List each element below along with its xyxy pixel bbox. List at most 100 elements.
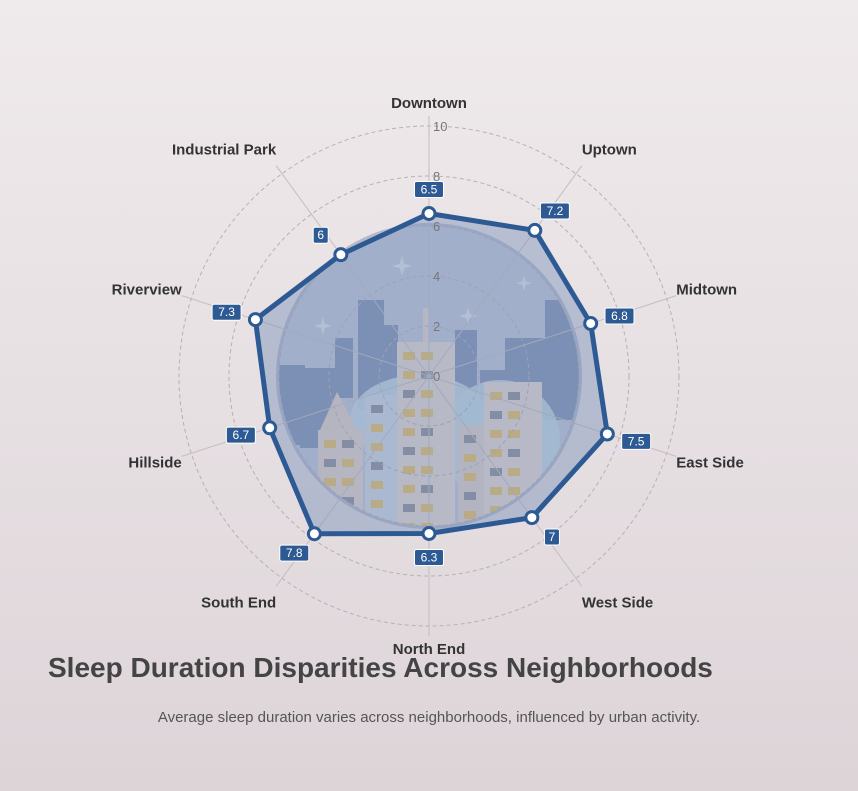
data-point-downtown: [421, 206, 437, 221]
window: [403, 352, 415, 360]
star-icon: [314, 317, 332, 335]
axis-label-south-end: South End: [201, 595, 276, 612]
window: [403, 466, 415, 474]
tick-label-0: 0: [433, 369, 440, 384]
value-label-downtown: 6.5: [414, 181, 444, 198]
axis-label-industrial-park: Industrial Park: [172, 141, 277, 158]
data-point-uptown: [527, 222, 543, 238]
value-text: 7.2: [547, 204, 564, 218]
chart-title: Sleep Duration Disparities Across Neighb…: [48, 652, 713, 683]
window: [342, 459, 354, 467]
window: [421, 447, 433, 455]
window: [421, 390, 433, 398]
data-point-industrial-park: [333, 247, 349, 263]
window: [324, 440, 336, 448]
value-text: 6.8: [611, 309, 628, 323]
window: [508, 392, 520, 400]
value-text: 7.8: [286, 546, 303, 560]
value-badge: [279, 544, 310, 562]
window: [403, 428, 415, 436]
value-label-west-side: 7: [543, 528, 560, 546]
spoke-9: [275, 165, 430, 377]
spoke-1: [428, 165, 583, 377]
window: [421, 409, 433, 417]
window: [342, 478, 354, 486]
star-icon: [392, 256, 412, 276]
window: [371, 481, 383, 489]
window: [403, 504, 415, 512]
series-layer: [247, 206, 615, 542]
axis-label-uptown: Uptown: [582, 141, 637, 158]
window: [490, 411, 502, 419]
value-text: 7: [549, 530, 556, 544]
window: [371, 500, 383, 508]
data-point-south-end: [306, 526, 322, 542]
window: [508, 487, 520, 495]
radar-grid: [178, 116, 680, 636]
data-point-west-side: [524, 510, 540, 526]
window: [490, 430, 502, 438]
window: [464, 454, 476, 462]
value-text: 6: [317, 228, 324, 242]
skyline-building-5: [455, 330, 477, 400]
spoke-2: [428, 295, 677, 377]
window: [342, 497, 354, 505]
chart-subtitle: Average sleep duration varies across nei…: [157, 709, 701, 726]
window: [371, 462, 383, 470]
value-label-south-end: 7.8: [279, 544, 310, 562]
tick-label-10: 10: [433, 119, 447, 134]
window: [508, 449, 520, 457]
spoke-7: [181, 375, 430, 457]
window: [403, 485, 415, 493]
axis-label-downtown: Downtown: [391, 95, 467, 112]
window: [421, 504, 433, 512]
value-text: 7.5: [628, 434, 645, 448]
window: [464, 492, 476, 500]
value-label-north-end: 6.3: [414, 549, 444, 566]
window: [490, 468, 502, 476]
skyline-building-2: [335, 338, 353, 398]
window: [403, 390, 415, 398]
axis-label-riverview: Riverview: [112, 281, 182, 298]
window: [403, 409, 415, 417]
axis-label-north-end: North End: [393, 641, 466, 658]
window: [490, 392, 502, 400]
value-label-uptown: 7.2: [539, 202, 570, 220]
tick-label-8: 8: [433, 169, 440, 184]
axis-label-east-side: East Side: [676, 455, 744, 472]
window: [421, 428, 433, 436]
window: [464, 511, 476, 519]
antenna: [423, 308, 429, 348]
star-icon: [459, 307, 477, 325]
value-badge: [543, 528, 560, 546]
value-label-hillside: 6.7: [225, 426, 256, 444]
window: [490, 449, 502, 457]
city-skyline-illustration: [276, 223, 582, 529]
window: [464, 435, 476, 443]
series-area: [255, 213, 608, 534]
value-label-riverview: 7.3: [211, 303, 242, 321]
tick-label-6: 6: [433, 219, 440, 234]
tick-label-2: 2: [433, 319, 440, 334]
window: [371, 405, 383, 413]
window: [324, 459, 336, 467]
data-point-midtown: [583, 315, 599, 331]
window: [508, 411, 520, 419]
window: [421, 352, 433, 360]
data-point-riverview: [247, 312, 263, 328]
label-layer: 0 2 4 6 8 10 Downtown Uptown Midtown East Side Wes…: [112, 95, 744, 658]
window: [421, 485, 433, 493]
spoke-4: [428, 375, 583, 587]
value-badge: [312, 226, 329, 244]
window: [490, 506, 502, 514]
value-text: 6.3: [421, 551, 438, 565]
value-badge: [539, 202, 570, 220]
window: [508, 430, 520, 438]
value-label-industrial-park: 6: [312, 226, 329, 244]
axis-label-hillside: Hillside: [128, 455, 181, 472]
roof: [320, 392, 357, 430]
window: [403, 447, 415, 455]
value-badge: [211, 303, 242, 321]
